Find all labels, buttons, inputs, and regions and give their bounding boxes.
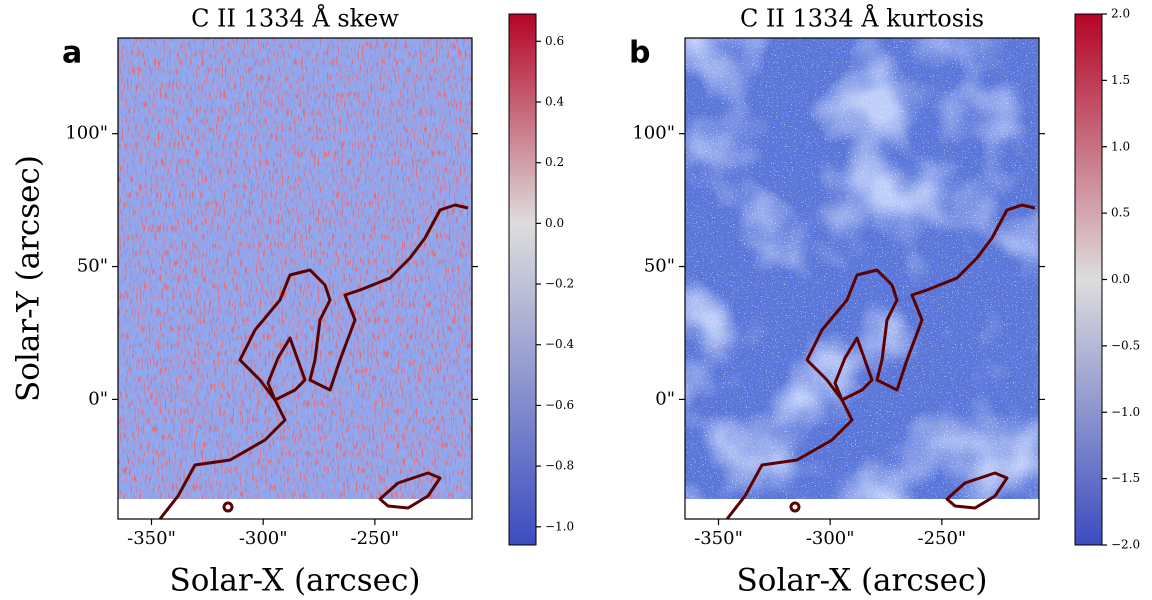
colorbar-tick-label: 0.0: [545, 216, 564, 230]
axes-frame: [117, 37, 473, 520]
y-tick-label: 0": [88, 388, 108, 409]
colorbar-tick-label: −2.0: [1111, 538, 1140, 552]
y-axis-label: Solar-Y (arcsec): [11, 155, 47, 402]
colorbar: [508, 13, 537, 546]
colorbar-tick-label: −0.4: [545, 337, 575, 351]
colorbar-tick-label: −0.2: [545, 277, 574, 291]
image-texture: [118, 38, 472, 499]
title: C II 1334 Å skew: [191, 4, 399, 33]
y-tick-label: 100": [65, 123, 108, 144]
panel-label: b: [629, 36, 650, 71]
x-tick-label: -250": [350, 528, 399, 549]
colorbar-tick-label: 0.5: [1111, 206, 1130, 220]
title: C II 1334 Å kurtosis: [740, 4, 984, 33]
colorbar-tick-label: 1.0: [1111, 139, 1130, 153]
colorbar-tick-label: 0.4: [545, 94, 564, 108]
x-tick-label: -350": [127, 528, 176, 549]
colorbar-tick-label: 0.0: [1111, 272, 1130, 286]
colorbar-tick-label: −1.0: [1111, 405, 1140, 419]
x-tick-label: -300": [239, 528, 288, 549]
x-tick-label: -250": [917, 528, 966, 549]
panel: C II 1334 Å skew a Solar-X (arcsec) Solar-Y…: [11, 4, 575, 599]
y-tick-label: 0": [655, 388, 675, 409]
colorbar-tick-label: 1.5: [1111, 73, 1130, 87]
colorbar: [1074, 13, 1103, 546]
y-tick-label: 100": [632, 123, 675, 144]
x-axis-label: Solar-X (arcsec): [737, 563, 988, 599]
x-axis-label: Solar-X (arcsec): [170, 563, 421, 599]
panel-label: a: [62, 36, 82, 71]
y-tick-label: 50": [644, 256, 675, 277]
y-tick-label: 50": [77, 256, 108, 277]
axes-frame: [684, 37, 1040, 520]
image-texture: [685, 38, 1039, 499]
colorbar-tick-label: −0.8: [545, 459, 574, 473]
colorbar-tick-label: −1.5: [1111, 471, 1140, 485]
panels: C II 1334 Å skew a Solar-X (arcsec) Solar-Y…: [11, 4, 1141, 599]
colorbar-tick-label: 0.6: [545, 34, 564, 48]
colorbar-tick-label: 0.2: [545, 155, 564, 169]
panel: C II 1334 Å kurtosis b Solar-X (arcsec) -35…: [629, 4, 1140, 599]
colorbar-tick-label: 2.0: [1111, 7, 1130, 21]
colorbar-tick-label: −0.5: [1111, 338, 1140, 352]
colorbar-tick-label: −0.6: [545, 398, 574, 412]
x-tick-label: -350": [694, 528, 743, 549]
colorbar-tick-label: −1.0: [545, 519, 574, 533]
x-tick-label: -300": [806, 528, 855, 549]
